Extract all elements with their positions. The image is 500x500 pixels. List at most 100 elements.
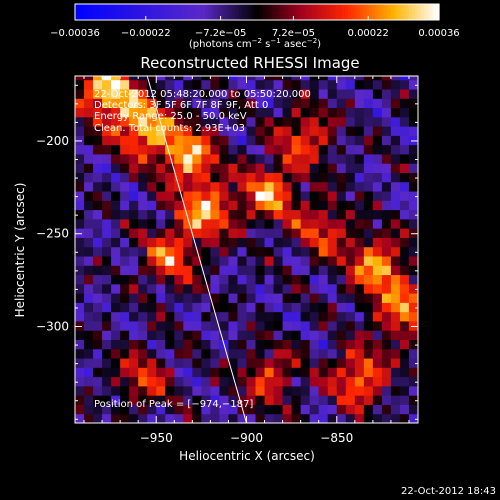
colorbar-cell <box>378 4 382 20</box>
heatmap-cell <box>156 172 166 183</box>
heatmap-cell <box>93 376 103 387</box>
heatmap-cell <box>138 237 148 248</box>
colorbar-cell <box>335 4 340 20</box>
heatmap-cell <box>291 228 302 238</box>
heatmap-cell <box>318 255 329 266</box>
heatmap-cell <box>408 376 418 387</box>
heatmap-cell <box>372 274 383 285</box>
heatmap-cell <box>219 246 229 257</box>
heatmap-cell <box>246 376 257 387</box>
heatmap-cell <box>282 265 293 276</box>
heatmap-cell <box>201 237 211 248</box>
heatmap-cell <box>291 135 302 146</box>
heatmap-cell <box>201 88 211 99</box>
colorbar-cell <box>293 4 298 20</box>
heatmap-cell <box>228 218 238 229</box>
heatmap-cell <box>327 255 338 266</box>
heatmap-cell <box>102 135 112 146</box>
heatmap-cell <box>246 107 257 118</box>
heatmap-cell <box>129 181 139 192</box>
heatmap-cell <box>390 395 401 405</box>
heatmap-cell <box>111 228 121 238</box>
colorbar-cell <box>187 4 191 20</box>
heatmap-cell <box>354 293 365 303</box>
colorbar-cell <box>99 4 103 20</box>
heatmap-cell <box>165 135 175 146</box>
heatmap-cell <box>264 144 275 155</box>
heatmap-cell <box>129 246 139 257</box>
heatmap-cell <box>201 274 211 285</box>
heatmap-cell <box>147 348 157 359</box>
heatmap-cell <box>390 98 401 109</box>
heatmap-cell <box>408 283 418 294</box>
heatmap-cell <box>372 228 383 238</box>
heatmap-cell <box>255 293 266 303</box>
heatmap-cell <box>192 255 202 266</box>
heatmap-cell <box>363 293 374 303</box>
heatmap-cell <box>192 237 202 248</box>
heatmap-cell <box>255 385 266 396</box>
heatmap-cell <box>183 172 193 183</box>
heatmap-cell <box>255 358 266 368</box>
heatmap-cell <box>390 79 401 90</box>
heatmap-cell <box>336 385 347 396</box>
heatmap-cell <box>237 293 247 303</box>
heatmap-cell <box>219 76 229 81</box>
heatmap-cell <box>165 88 175 99</box>
heatmap-cell <box>327 98 338 109</box>
heatmap-cell <box>309 172 320 183</box>
heatmap-cell <box>246 348 257 359</box>
heatmap-cell <box>399 135 410 146</box>
colorbar-cell <box>205 4 210 20</box>
heatmap-cell <box>363 88 374 99</box>
heatmap-cell <box>120 330 130 340</box>
heatmap-cell <box>120 274 130 285</box>
heatmap-cell <box>120 413 130 423</box>
heatmap-cell <box>291 246 302 257</box>
heatmap-cell <box>129 98 139 109</box>
heatmap-cell <box>309 255 320 266</box>
heatmap-cell <box>246 144 257 155</box>
heatmap-cell <box>192 330 202 340</box>
heatmap-cell <box>129 237 139 248</box>
colorbar-cell <box>141 4 146 20</box>
heatmap-cell <box>327 237 338 248</box>
heatmap-cell <box>183 181 193 192</box>
heatmap-cell <box>381 116 392 127</box>
heatmap-cell <box>138 320 148 331</box>
heatmap-cell <box>174 283 184 294</box>
heatmap-cell <box>156 200 166 211</box>
heatmap-cell <box>345 265 356 276</box>
colorbar-cell <box>375 4 379 20</box>
colorbar-cell <box>181 4 185 20</box>
heatmap-cell <box>381 79 392 90</box>
heatmap-cell <box>363 339 374 350</box>
heatmap-cell <box>264 293 275 303</box>
heatmap-cell <box>390 237 401 248</box>
heatmap-cell <box>381 311 392 322</box>
heatmap-cell <box>228 348 238 359</box>
heatmap-cell <box>363 274 374 285</box>
heatmap-cell <box>390 163 401 173</box>
heatmap-cell <box>273 376 284 387</box>
heatmap-cell <box>147 76 157 81</box>
heatmap-cell <box>390 330 401 340</box>
heatmap-cell <box>210 126 220 136</box>
heatmap-cell <box>372 107 383 118</box>
heatmap-cell <box>381 107 392 118</box>
heatmap-cell <box>381 367 392 378</box>
colorbar-cell <box>423 4 428 20</box>
colorbar-cell <box>372 4 376 20</box>
heatmap-cell <box>84 404 94 415</box>
heatmap-cell <box>156 181 166 192</box>
heatmap-cell <box>300 283 311 294</box>
heatmap-cell <box>156 348 166 359</box>
heatmap-cell <box>273 181 284 192</box>
colorbar-cell <box>166 4 170 20</box>
heatmap-cell <box>345 404 356 415</box>
heatmap-cell <box>336 200 347 211</box>
heatmap-cell <box>174 88 184 99</box>
heatmap-cell <box>111 98 121 109</box>
heatmap-cell <box>255 218 266 229</box>
heatmap-cell <box>354 153 365 164</box>
